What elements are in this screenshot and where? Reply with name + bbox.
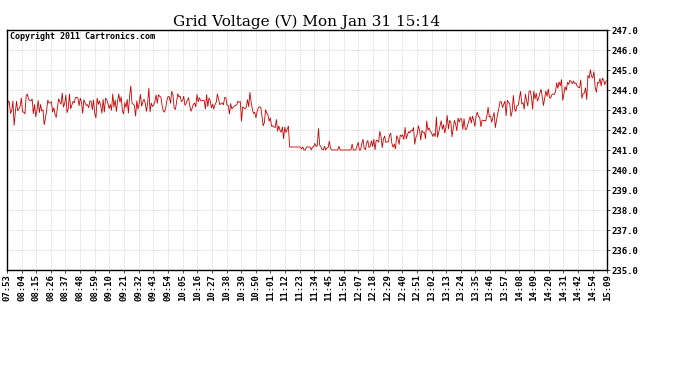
Title: Grid Voltage (V) Mon Jan 31 15:14: Grid Voltage (V) Mon Jan 31 15:14: [173, 15, 441, 29]
Text: Copyright 2011 Cartronics.com: Copyright 2011 Cartronics.com: [10, 32, 155, 41]
